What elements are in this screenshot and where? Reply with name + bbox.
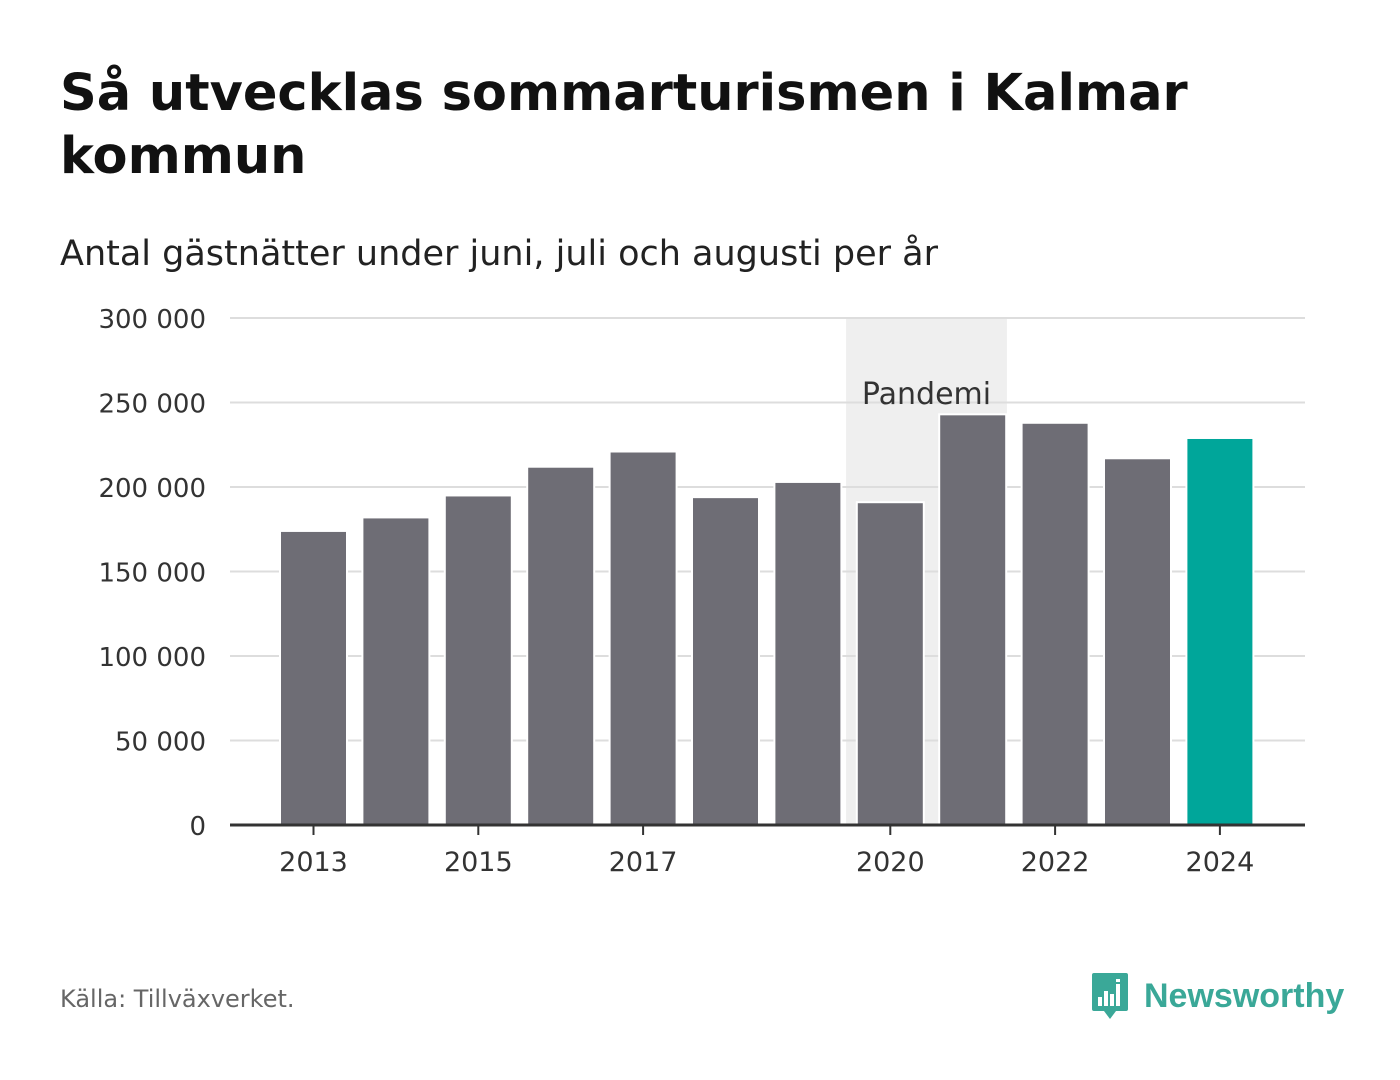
bar-chart: 0 50 000 100 000 150 000 200 000 250 000 300 0… [98,305,1305,878]
y-tick-label: 150 000 [98,559,206,589]
x-tick-label: 2022 [1021,847,1090,878]
x-tick-label: 2017 [609,847,678,878]
x-tick-label: 2020 [856,847,925,878]
bar-2019 [773,480,843,826]
bar-2015 [443,494,513,826]
bar-2013 [279,529,348,826]
bar-2014 [361,516,431,826]
bar-2020 [855,501,925,826]
bars [279,413,1255,826]
bar-2023 [1103,457,1172,826]
pandemic-label: Pandemi [862,377,991,412]
brand-logo: Newsworthy [1090,970,1344,1022]
y-tick-label: 250 000 [98,390,206,420]
axis-labels: 0 50 000 100 000 150 000 200 000 250 000 300 0… [98,305,1254,878]
chart-subtitle: Antal gästnätter under juni, juli och au… [60,234,938,274]
x-tick-label: 2024 [1186,847,1255,878]
source-note: Källa: Tillväxverket. [60,985,295,1013]
bar-2021 [938,413,1008,826]
y-tick-label: 100 000 [98,643,206,673]
bar-2016 [526,465,596,826]
y-tick-label: 0 [189,812,206,842]
y-tick-label: 200 000 [98,474,206,504]
bar-2024 [1185,436,1255,826]
bar-chart-speech-bubble-icon [1092,973,1128,1019]
x-axis [230,823,1305,835]
y-tick-label: 50 000 [115,728,206,758]
bar-2022 [1020,421,1090,826]
chart-title: Så utvecklas sommarturismen i Kalmar kom… [60,64,1188,186]
bar-2017 [608,450,678,826]
x-tick-label: 2015 [444,847,513,878]
bar-2018 [691,496,760,826]
x-tick-label: 2013 [279,847,348,878]
brand-name: Newsworthy [1144,976,1345,1015]
y-tick-label: 300 000 [98,305,206,335]
